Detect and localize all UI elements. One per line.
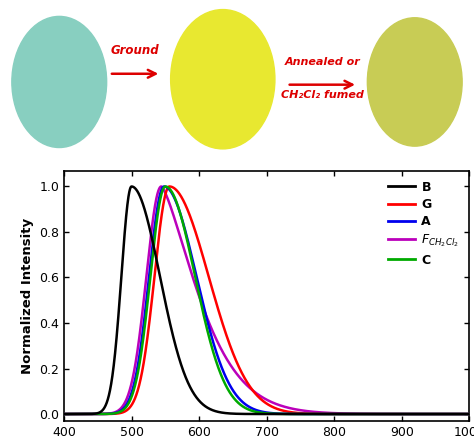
Ellipse shape: [367, 18, 462, 146]
Text: Ground: Ground: [111, 44, 159, 58]
Ellipse shape: [171, 10, 275, 149]
Text: CH₂Cl₂ fumed: CH₂Cl₂ fumed: [281, 90, 364, 100]
Legend: B, G, A, $F_{CH_2Cl_2}$, C: B, G, A, $F_{CH_2Cl_2}$, C: [384, 177, 463, 270]
Ellipse shape: [12, 16, 107, 148]
Y-axis label: Normalized Intensity: Normalized Intensity: [20, 218, 34, 374]
Text: Annealed or: Annealed or: [284, 57, 360, 66]
